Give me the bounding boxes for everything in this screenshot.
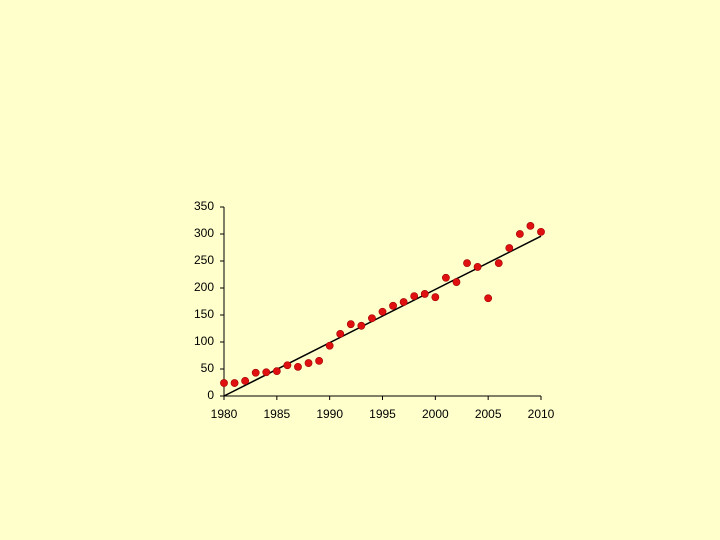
x-tick-label: 1985 xyxy=(263,407,290,421)
point xyxy=(441,273,450,282)
x-tick-label: 2010 xyxy=(528,407,555,421)
x-tick-label: 1990 xyxy=(316,407,343,421)
point xyxy=(378,307,387,316)
point xyxy=(537,227,545,236)
point xyxy=(272,367,281,376)
point xyxy=(230,379,239,387)
point xyxy=(283,361,292,370)
x-tick-label: 2005 xyxy=(475,407,502,421)
point xyxy=(515,230,524,238)
y-tick-label: 150 xyxy=(194,307,214,321)
y-tick-label: 200 xyxy=(194,280,214,294)
x-tick-label: 1980 xyxy=(211,407,238,421)
y-tick-label: 0 xyxy=(207,388,214,402)
point xyxy=(304,359,313,367)
point xyxy=(420,290,429,298)
point xyxy=(336,329,345,338)
point xyxy=(251,368,260,377)
point xyxy=(505,244,514,252)
point xyxy=(473,263,482,271)
point xyxy=(389,301,397,310)
point xyxy=(294,362,302,371)
point xyxy=(315,356,323,365)
point xyxy=(484,294,493,303)
y-tick-label: 350 xyxy=(194,199,214,213)
point xyxy=(325,341,334,350)
point xyxy=(357,321,366,330)
point xyxy=(346,320,355,329)
point xyxy=(452,278,461,286)
y-tick-label: 300 xyxy=(194,226,214,240)
point xyxy=(262,368,271,377)
y-tick-label: 100 xyxy=(194,334,214,348)
point xyxy=(410,292,419,300)
point xyxy=(368,314,376,323)
point xyxy=(431,293,440,302)
point xyxy=(494,259,503,268)
point xyxy=(526,221,535,230)
point xyxy=(241,376,250,385)
x-tick-label: 1995 xyxy=(369,407,396,421)
y-tick-label: 50 xyxy=(201,361,215,375)
point xyxy=(463,259,471,268)
x-tick-label: 2000 xyxy=(422,407,449,421)
y-tick-label: 250 xyxy=(194,253,214,267)
point xyxy=(220,379,228,387)
point xyxy=(399,298,408,306)
